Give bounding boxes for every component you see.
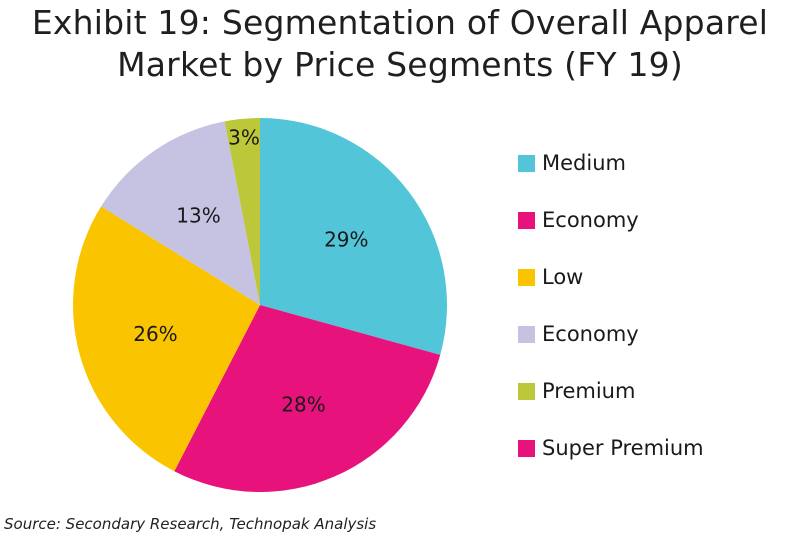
pie-slice-4 (224, 118, 260, 305)
legend-item-5: Super Premium (518, 431, 704, 465)
chart-legend: Medium Economy Low Economy Premium Super Prem… (518, 146, 704, 488)
legend-label-3: Economy (542, 322, 639, 346)
pie-slice-1 (174, 305, 441, 492)
legend-item-3: Economy (518, 317, 704, 351)
chart-title-line-2: Market by Price Segments (FY 19) (117, 45, 683, 84)
legend-item-4: Premium (518, 374, 704, 408)
legend-swatch-1 (518, 211, 535, 229)
pie-slice-label-0: 29% (324, 227, 368, 251)
legend-label-5: Super Premium (542, 436, 704, 460)
legend-label-1: Economy (542, 208, 639, 232)
legend-item-1: Economy (518, 203, 704, 237)
pie-slice-label-3: 13% (176, 204, 220, 228)
legend-swatch-0 (518, 154, 535, 172)
legend-swatch-3 (518, 325, 535, 343)
legend-label-4: Premium (542, 379, 636, 403)
pie-slice-3 (101, 121, 260, 305)
legend-swatch-5 (518, 439, 535, 457)
pie-slice-label-4: 3% (228, 125, 260, 149)
pie-slice-label-2: 26% (133, 322, 177, 346)
chart-title-line-1: Exhibit 19: Segmentation of Overall Appa… (31, 3, 769, 42)
pie-slice-label-1: 28% (281, 392, 325, 416)
legend-label-0: Medium (542, 151, 626, 175)
pie-slice-0 (260, 118, 447, 355)
legend-item-0: Medium (518, 146, 704, 180)
legend-item-2: Low (518, 260, 704, 294)
chart-title: Exhibit 19: Segmentation of Overall Appa… (0, 2, 800, 86)
source-note: Source: Secondary Research, Technopak An… (4, 515, 377, 533)
legend-label-2: Low (542, 265, 584, 289)
legend-swatch-4 (518, 382, 535, 400)
legend-swatch-2 (518, 268, 535, 286)
pie-slice-2 (72, 206, 260, 472)
